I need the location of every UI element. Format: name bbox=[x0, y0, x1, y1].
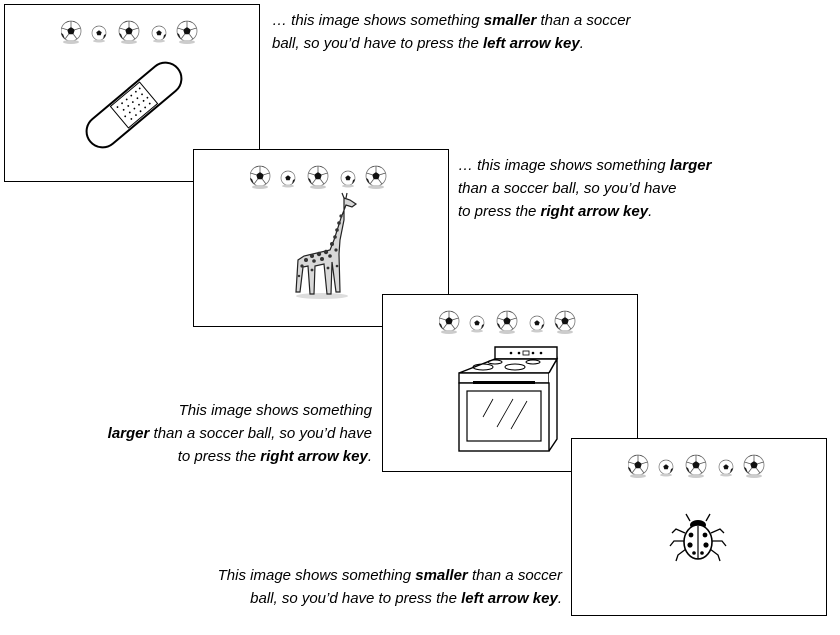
soccer-ball-row-icon bbox=[628, 449, 768, 483]
caption-ladybug: This image shows something smaller than … bbox=[217, 567, 562, 607]
soccer-ball-row-icon bbox=[439, 305, 579, 339]
soccer-ball-row-icon bbox=[61, 15, 201, 49]
bandage-icon bbox=[85, 61, 183, 149]
caption-oven: This image shows something larger than a… bbox=[107, 402, 372, 465]
caption-giraffe: … this image shows something larger than… bbox=[458, 157, 712, 220]
ladybug-icon bbox=[669, 513, 727, 562]
soccer-ball-row-icon bbox=[250, 160, 390, 194]
giraffe-icon bbox=[295, 192, 358, 299]
caption-bandage: … this image shows something smaller tha… bbox=[272, 12, 631, 52]
stimulus-card-bandage bbox=[4, 4, 260, 182]
oven-icon bbox=[458, 346, 559, 452]
stimulus-card-giraffe bbox=[193, 149, 449, 327]
stimulus-card-ladybug bbox=[571, 438, 827, 616]
